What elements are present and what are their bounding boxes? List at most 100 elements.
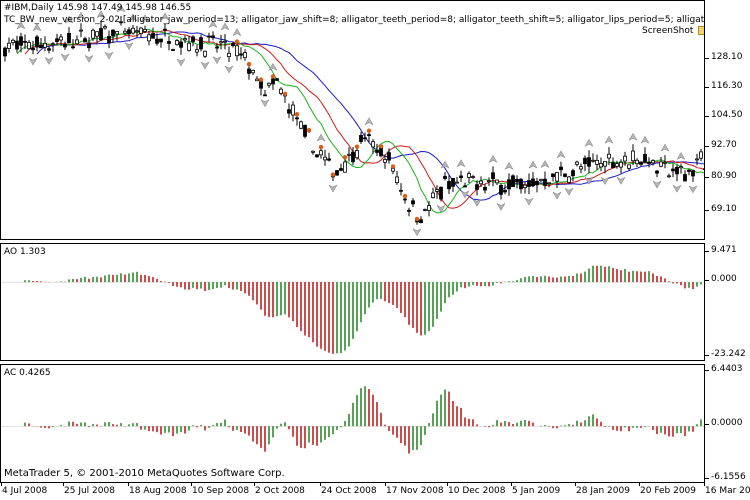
candle bbox=[279, 87, 283, 96]
screenshot-button[interactable]: ScreenShot bbox=[642, 26, 704, 36]
candle bbox=[179, 38, 183, 55]
candle bbox=[635, 158, 639, 168]
candle bbox=[211, 31, 215, 41]
time-tick bbox=[511, 483, 512, 486]
candle bbox=[607, 147, 611, 166]
candle bbox=[71, 39, 75, 50]
candle bbox=[119, 15, 123, 26]
candle bbox=[63, 41, 67, 50]
fractal-down-marker bbox=[212, 56, 222, 65]
ao-pane[interactable]: AO 1.303 bbox=[0, 243, 705, 361]
scale-tick bbox=[705, 424, 709, 425]
candle bbox=[323, 149, 327, 166]
candle bbox=[123, 28, 127, 35]
candle bbox=[147, 30, 151, 46]
fractal-down-marker bbox=[672, 184, 682, 193]
candle bbox=[143, 25, 147, 33]
fractal-up-marker bbox=[96, 10, 106, 19]
indicator-info: TC_BW_new_version_2-02 [alligator_jaw_pe… bbox=[4, 15, 705, 25]
candle bbox=[467, 171, 471, 184]
time-label: 17 Nov 2008 bbox=[386, 486, 444, 496]
candle bbox=[679, 163, 683, 174]
scale-label: 9.471 bbox=[711, 245, 737, 255]
candle bbox=[351, 147, 355, 166]
candle bbox=[263, 90, 267, 97]
candle bbox=[3, 46, 7, 62]
candle bbox=[75, 35, 79, 45]
candle bbox=[631, 144, 635, 165]
fractal-down-marker bbox=[616, 176, 626, 185]
candle bbox=[171, 48, 175, 51]
fractal-up-marker bbox=[116, 4, 126, 13]
candle bbox=[43, 36, 47, 52]
candle bbox=[619, 159, 623, 174]
fractal-up-marker bbox=[208, 20, 218, 29]
ac-pane[interactable]: AC 0.4265 MetaTrader 5, © 2001-2010 Meta… bbox=[0, 364, 705, 483]
scale-tick bbox=[705, 58, 709, 59]
candle bbox=[251, 69, 255, 76]
scale-label: 116.30 bbox=[711, 81, 743, 91]
candle bbox=[523, 182, 527, 194]
candle bbox=[35, 34, 39, 52]
candle bbox=[531, 172, 535, 188]
candle bbox=[167, 35, 171, 51]
time-label: 16 Mar 20 bbox=[705, 486, 750, 496]
candle bbox=[275, 77, 279, 81]
candle bbox=[287, 103, 291, 119]
signal-dot bbox=[234, 39, 240, 44]
candle bbox=[571, 168, 575, 182]
fractal-up-marker bbox=[64, 15, 74, 24]
candle bbox=[651, 159, 655, 166]
fractal-down-marker bbox=[472, 198, 482, 207]
candle bbox=[691, 170, 695, 182]
symbol-info: #IBM,Daily 145.98 147.49 145.98 146.55 bbox=[4, 3, 192, 13]
fractal-down-marker bbox=[688, 185, 698, 194]
scale-label: 6.4403 bbox=[711, 364, 743, 374]
candle bbox=[435, 185, 439, 199]
scale-label: -23.242 bbox=[711, 349, 746, 359]
signal-dot bbox=[354, 144, 360, 149]
candle bbox=[567, 176, 571, 185]
candle bbox=[243, 49, 247, 61]
screenshot-label: ScreenShot bbox=[642, 26, 694, 36]
signal-dot bbox=[414, 216, 420, 222]
candle bbox=[535, 177, 539, 193]
candle bbox=[659, 156, 663, 168]
alligator-lips-line bbox=[16, 28, 704, 214]
signal-dot bbox=[378, 144, 384, 149]
candle bbox=[103, 24, 107, 30]
fractal-up-marker bbox=[440, 160, 450, 169]
candle bbox=[407, 207, 411, 217]
fractal-up-marker bbox=[32, 23, 42, 32]
fractal-up-marker bbox=[76, 11, 86, 20]
price-chart-pane[interactable]: #IBM,Daily 145.98 147.49 145.98 146.55 T… bbox=[0, 0, 705, 240]
candle bbox=[503, 184, 507, 195]
time-label: 4 Jul 2008 bbox=[2, 486, 48, 496]
candle bbox=[207, 32, 211, 43]
candle bbox=[587, 150, 591, 174]
candle bbox=[11, 38, 15, 46]
candle bbox=[87, 37, 91, 52]
fractal-down-marker bbox=[124, 42, 134, 51]
candle bbox=[507, 173, 511, 196]
fractal-down-marker bbox=[60, 53, 70, 62]
scale-tick bbox=[705, 116, 709, 117]
fractal-down-marker bbox=[176, 58, 186, 67]
fractal-up-marker bbox=[504, 161, 514, 170]
fractal-down-marker bbox=[552, 191, 562, 200]
time-tick bbox=[704, 483, 705, 486]
time-tick bbox=[63, 483, 64, 486]
candle bbox=[539, 178, 543, 183]
candle bbox=[199, 34, 203, 52]
scale-label: 0.0000 bbox=[711, 418, 743, 428]
candle bbox=[335, 170, 339, 176]
alligator-teeth-line bbox=[24, 29, 704, 209]
candle bbox=[547, 182, 551, 188]
candle bbox=[447, 175, 451, 195]
fractal-down-marker bbox=[44, 56, 54, 65]
candle bbox=[499, 183, 503, 200]
candle bbox=[27, 39, 31, 50]
signal-dot bbox=[258, 77, 264, 82]
candle bbox=[107, 30, 111, 49]
candle bbox=[139, 27, 143, 38]
